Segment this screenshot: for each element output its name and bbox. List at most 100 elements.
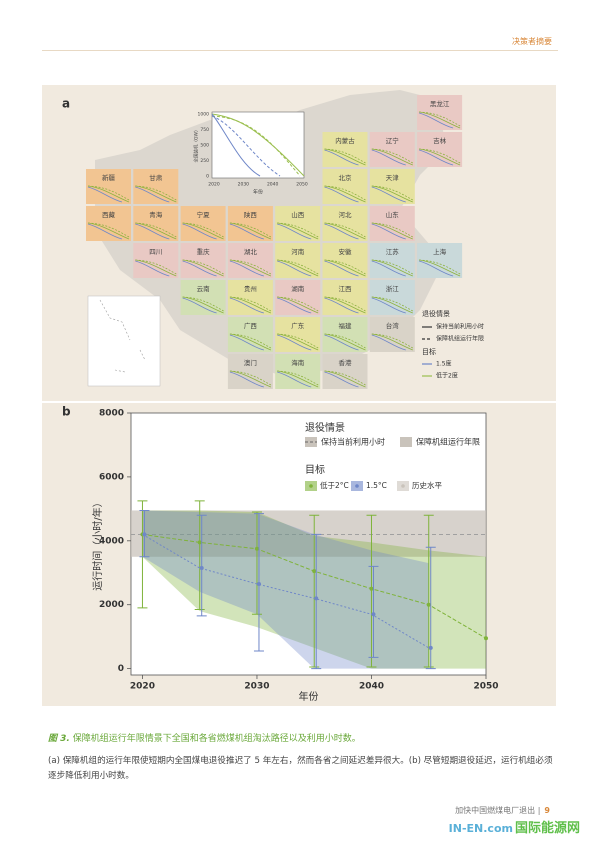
province-name: 山西 — [291, 210, 305, 219]
province-curve — [371, 296, 413, 314]
province-curve — [135, 260, 170, 277]
province-name: 云南 — [197, 284, 211, 293]
province-curve — [324, 333, 366, 351]
y-tick-label: 0 — [118, 664, 124, 674]
province-name: 辽宁 — [386, 136, 400, 145]
province-curve — [277, 222, 319, 240]
province-curve — [277, 333, 319, 351]
province-name: 青海 — [149, 210, 163, 219]
province-curve — [229, 297, 264, 314]
inset-xtick: 2040 — [267, 182, 279, 188]
province-curve — [229, 371, 264, 388]
province-curve — [135, 223, 170, 240]
data-point — [312, 569, 317, 574]
inset-curve — [211, 115, 281, 177]
data-point — [314, 596, 319, 601]
province-curve — [324, 259, 366, 275]
province-curve — [135, 186, 170, 203]
y-tick-label: 8000 — [99, 409, 124, 419]
province-curve — [182, 222, 224, 240]
province-curve — [229, 222, 272, 238]
province-curve — [277, 259, 319, 275]
province-curve — [371, 334, 406, 351]
inset-ylabel: 全国装机（GW） — [193, 128, 200, 163]
province-curve — [371, 259, 413, 275]
error-bar — [137, 500, 148, 609]
province-curve — [419, 148, 461, 164]
legend-swatch — [355, 484, 359, 488]
data-point — [426, 602, 431, 607]
province-curve — [371, 148, 413, 164]
legend-swatch — [309, 484, 313, 488]
province-curve — [324, 260, 359, 277]
province-name: 湖北 — [244, 247, 258, 256]
error-bar — [194, 500, 205, 610]
province-name: 四川 — [149, 248, 162, 256]
logo-en: IN-EN.com — [448, 822, 513, 835]
province-curve — [324, 297, 359, 314]
province-curve — [419, 111, 461, 129]
province-name: 河南 — [291, 247, 305, 256]
province-curve — [324, 149, 359, 166]
province-curve — [135, 185, 177, 201]
province-curve — [229, 296, 272, 314]
province-name: 台湾 — [386, 321, 400, 330]
logo: IN-EN.com 国际能源网 — [449, 817, 580, 836]
footer: 加快中国燃煤电厂退出 | 9 — [455, 805, 550, 816]
inset-ytick: 0 — [206, 174, 209, 180]
province-curve — [324, 185, 366, 203]
province-curve — [324, 148, 366, 166]
province-curve — [277, 334, 312, 351]
target-band — [142, 510, 429, 669]
province-curve — [229, 222, 272, 240]
legend-title: 目标 — [305, 464, 325, 476]
province-curve — [135, 259, 177, 277]
province-curve — [371, 260, 406, 277]
province-curve — [182, 223, 217, 240]
legend-swatch — [401, 484, 405, 488]
x-axis-label: 年份 — [299, 690, 319, 703]
inset-xtick: 2050 — [296, 182, 308, 188]
province-name: 香港 — [339, 358, 353, 367]
province-curve — [229, 296, 272, 312]
figure-caption: 图 3. 保障机组运行年限情景下全国和各省燃煤机组淘汰路径以及利用小时数。 — [48, 731, 558, 744]
inset-ytick: 250 — [200, 158, 209, 164]
inset-curve — [211, 115, 301, 177]
province-name: 贵州 — [244, 284, 257, 293]
province-name: 北京 — [339, 173, 353, 182]
province-name: 江西 — [339, 285, 353, 293]
legend-label: 保障机组运行年限 — [436, 335, 484, 343]
province-curve — [277, 222, 319, 238]
province-curve — [182, 260, 217, 277]
legend-label: 低于2°C — [320, 480, 349, 490]
province-curve — [419, 112, 454, 129]
error-bar — [368, 565, 379, 658]
province-curve — [371, 333, 413, 349]
province-curve — [87, 222, 130, 240]
province-curve — [135, 259, 177, 275]
data-point — [484, 636, 488, 641]
province-curve — [324, 222, 366, 238]
province-name: 内蒙古 — [335, 136, 355, 145]
legend-swatch — [400, 437, 412, 447]
province-curve — [371, 148, 413, 166]
error-bar — [309, 514, 320, 668]
province-curve — [182, 297, 217, 314]
province-name: 宁夏 — [197, 210, 211, 219]
province-curve — [229, 370, 272, 388]
caption-number: 图 3. — [48, 734, 70, 744]
province-curve — [277, 297, 312, 314]
province-curve — [371, 333, 413, 351]
province-curve — [324, 370, 366, 386]
data-point — [371, 612, 376, 617]
data-point — [369, 586, 374, 591]
province-curve — [371, 185, 413, 203]
province-curve — [277, 259, 319, 277]
inset-xtick: 2030 — [238, 182, 250, 188]
inset-plot — [211, 111, 305, 179]
body-text: (a) 保障机组的运行年限使短期内全国煤电退役推迟了 5 年左右，然而各省之间延… — [48, 756, 553, 781]
province-curve — [324, 296, 366, 312]
province-curve — [419, 260, 454, 277]
province-curve — [324, 296, 366, 314]
